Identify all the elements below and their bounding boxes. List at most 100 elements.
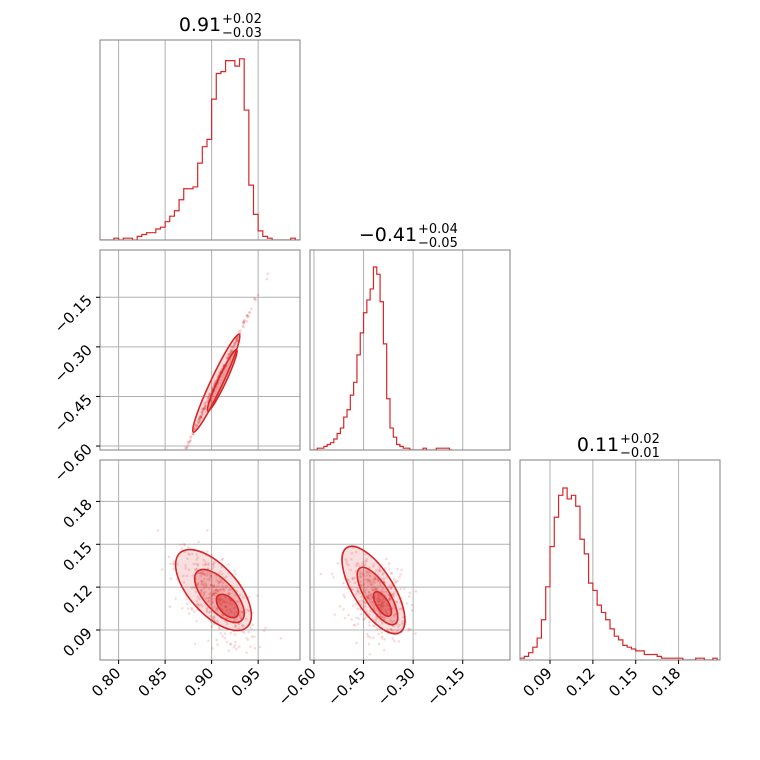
sample-point — [397, 640, 401, 643]
sample-point — [234, 572, 237, 576]
sample-point — [180, 606, 184, 610]
sample-point — [200, 580, 204, 583]
panel-frame — [519, 459, 721, 661]
sample-point — [229, 642, 232, 645]
sample-point — [204, 404, 207, 407]
sample-point — [376, 596, 380, 599]
sample-point — [222, 600, 225, 603]
sample-point — [242, 595, 245, 599]
sample-point — [367, 620, 371, 624]
sample-point — [359, 580, 362, 584]
sample-point — [197, 417, 201, 420]
sample-point — [380, 604, 384, 607]
sample-point — [203, 573, 206, 576]
sample-point — [372, 624, 375, 628]
sample-point — [191, 552, 194, 556]
sample-point — [202, 583, 205, 587]
sample-point — [221, 600, 225, 604]
sample-point — [212, 617, 215, 621]
sample-point — [189, 436, 192, 439]
sample-point — [363, 575, 367, 578]
sample-point — [221, 598, 224, 602]
sample-point — [363, 589, 366, 593]
sample-point — [389, 628, 393, 632]
sample-point — [377, 578, 380, 582]
sample-point — [211, 601, 214, 604]
sample-point — [210, 593, 214, 597]
sample-point — [156, 529, 160, 532]
sample-point — [330, 572, 334, 576]
contour-inner — [215, 593, 240, 619]
sample-point — [354, 569, 358, 573]
sample-point — [203, 402, 206, 405]
sample-point — [381, 601, 384, 604]
sample-point — [373, 587, 377, 591]
sample-point — [235, 337, 238, 341]
sample-point — [209, 576, 212, 579]
sample-point — [207, 587, 211, 590]
sample-point — [333, 613, 336, 616]
sample-point — [204, 563, 207, 566]
sample-point — [221, 584, 224, 588]
sample-point — [242, 325, 245, 329]
sample-point — [380, 635, 384, 638]
sample-point — [383, 567, 387, 570]
sample-point — [369, 599, 372, 603]
contour-inner — [372, 590, 393, 618]
sample-point — [396, 625, 400, 629]
sample-point — [371, 604, 375, 607]
sample-point — [373, 581, 377, 584]
sample-point — [390, 621, 394, 624]
sample-point — [204, 563, 207, 566]
sample-point — [226, 593, 230, 596]
sample-point — [234, 605, 237, 609]
sample-point — [234, 593, 237, 597]
sample-point — [254, 298, 258, 302]
sample-point — [160, 568, 164, 571]
sample-point — [380, 636, 384, 640]
sample-point — [206, 528, 209, 532]
sample-point — [368, 597, 372, 601]
sample-point — [238, 593, 242, 597]
sample-point — [225, 640, 229, 644]
sample-point — [410, 609, 414, 612]
sample-point — [377, 603, 381, 607]
sample-point — [380, 631, 384, 634]
sample-point — [205, 607, 209, 610]
title-p1-value: −0.41 — [359, 224, 417, 246]
sample-point — [203, 573, 207, 577]
sample-point — [349, 568, 352, 572]
sample-point — [398, 575, 401, 579]
sample-point — [362, 563, 366, 567]
sample-point — [183, 450, 186, 453]
sample-point — [368, 652, 372, 656]
sample-point — [242, 624, 246, 628]
sample-point — [379, 604, 383, 607]
sample-point — [380, 602, 384, 606]
sample-point — [186, 546, 190, 549]
sample-point — [343, 616, 347, 620]
sample-point — [212, 593, 216, 596]
sample-point — [193, 568, 197, 572]
sample-point — [199, 416, 202, 419]
sample-point — [192, 432, 196, 436]
sample-point — [362, 600, 366, 604]
sample-point — [387, 593, 390, 597]
sample-point — [354, 550, 358, 554]
sample-point — [219, 580, 223, 583]
sample-point — [410, 603, 414, 607]
sample-point — [241, 623, 244, 627]
sample-point — [207, 599, 211, 602]
sample-point — [346, 587, 350, 590]
sample-point — [252, 635, 256, 639]
sample-point — [182, 581, 186, 584]
sample-point — [190, 606, 193, 610]
sample-point — [400, 568, 403, 572]
sample-point — [236, 338, 239, 341]
sample-point — [365, 595, 369, 598]
sample-point — [372, 604, 376, 608]
sample-point — [167, 555, 171, 559]
sample-point — [356, 587, 359, 590]
sample-point — [207, 577, 211, 581]
